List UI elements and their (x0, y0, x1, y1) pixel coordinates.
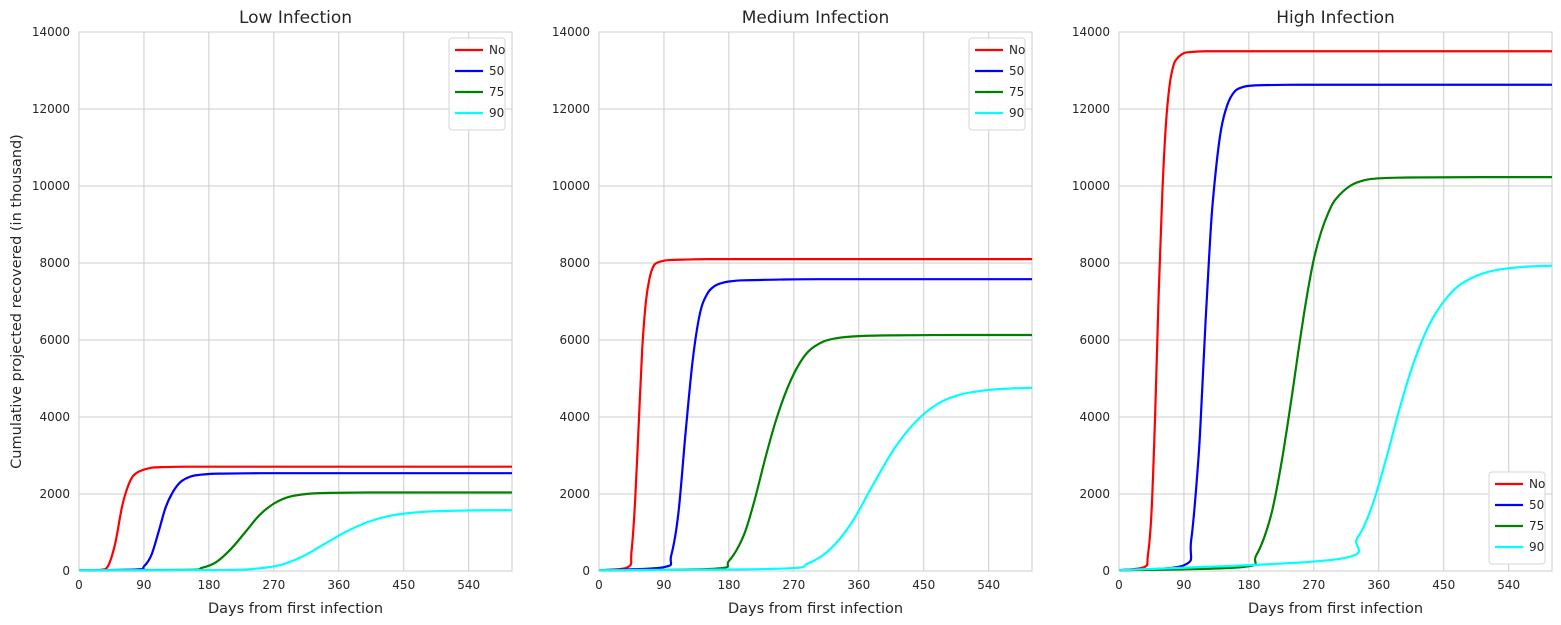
x-tick-label: 450 (1432, 578, 1455, 592)
series-line-No (599, 258, 1032, 572)
grid (78, 31, 512, 572)
y-tick-label: 10000 (32, 179, 70, 193)
legend-label: 50 (1529, 498, 1544, 512)
y-tick-label: 6000 (559, 333, 590, 347)
y-tick-label: 8000 (559, 256, 590, 270)
plot-frame (78, 31, 513, 572)
series-line-50 (1119, 83, 1552, 572)
legend-label: 50 (489, 64, 504, 78)
series-line-No (1119, 50, 1552, 572)
x-tick-label: 90 (136, 578, 151, 592)
series-lines (599, 258, 1032, 572)
grid (1118, 31, 1552, 572)
y-tick-label: 10000 (1072, 179, 1110, 193)
x-tick-label: 540 (977, 578, 1000, 592)
y-tick-label: 4000 (559, 410, 590, 424)
legend-label: 75 (1009, 85, 1024, 99)
x-tick-label: 450 (912, 578, 935, 592)
legend-label: 90 (1529, 540, 1544, 554)
x-tick-label: 90 (656, 578, 671, 592)
x-tick-label: 270 (782, 578, 805, 592)
series-line-90 (1119, 264, 1552, 572)
series-line-75 (1119, 176, 1552, 572)
series-line-75 (599, 333, 1032, 572)
plot-frame (598, 31, 1033, 572)
x-tick-label: 0 (75, 578, 83, 592)
series-line-75 (79, 491, 512, 572)
x-tick-label: 270 (262, 578, 285, 592)
legend: No 50 75 90 (448, 37, 506, 131)
legend-label: No (489, 43, 505, 57)
x-tick-label: 180 (1237, 578, 1260, 592)
series-line-90 (79, 509, 512, 572)
subplot-high-infection: High Infection Days from first infection… (1072, 8, 1553, 617)
subplot-title: High Infection (1276, 8, 1395, 28)
x-tick-label: 180 (717, 578, 740, 592)
x-tick-label: 90 (1176, 578, 1191, 592)
y-tick-label: 14000 (32, 25, 70, 39)
legend-label: 75 (1529, 519, 1544, 533)
subplot-title: Medium Infection (742, 8, 890, 28)
series-line-50 (599, 278, 1032, 572)
series-line-90 (599, 386, 1032, 572)
x-tick-label: 0 (1115, 578, 1123, 592)
y-tick-label: 0 (62, 564, 70, 578)
y-tick-label: 12000 (32, 102, 70, 116)
x-tick-label: 450 (392, 578, 415, 592)
legend-label: No (1529, 477, 1545, 491)
y-tick-label: 8000 (1079, 256, 1110, 270)
legend: No 50 75 90 (1488, 471, 1546, 565)
x-axis-label: Days from first infection (1248, 601, 1423, 617)
subplot-title: Low Infection (239, 8, 352, 28)
legend-frame (1488, 471, 1546, 565)
y-tick-label: 0 (1102, 564, 1110, 578)
y-tick-label: 2000 (39, 487, 70, 501)
y-tick-label: 2000 (559, 487, 590, 501)
x-tick-label: 0 (595, 578, 603, 592)
y-tick-label: 6000 (39, 333, 70, 347)
y-tick-label: 4000 (1079, 410, 1110, 424)
legend-label: No (1009, 43, 1025, 57)
x-tick-label: 360 (847, 578, 870, 592)
series-lines (1119, 50, 1552, 572)
y-tick-label: 14000 (1072, 25, 1110, 39)
x-tick-label: 360 (327, 578, 350, 592)
subplot-medium-infection: Medium Infection Days from first infecti… (552, 8, 1033, 617)
subplot-low-infection: Low Infection Days from first infection … (9, 8, 513, 617)
x-tick-label: 540 (457, 578, 480, 592)
grid (598, 31, 1032, 572)
series-line-No (79, 465, 512, 572)
legend-frame (968, 37, 1026, 131)
x-tick-label: 180 (197, 578, 220, 592)
y-tick-label: 0 (582, 564, 590, 578)
x-tick-label: 540 (1497, 578, 1520, 592)
y-tick-label: 12000 (1072, 102, 1110, 116)
legend-label: 90 (489, 106, 504, 120)
legend-label: 75 (489, 85, 504, 99)
legend: No 50 75 90 (968, 37, 1026, 131)
series-lines (79, 465, 512, 572)
x-tick-label: 270 (1302, 578, 1325, 592)
x-axis-label: Days from first infection (728, 601, 903, 617)
y-tick-label: 6000 (1079, 333, 1110, 347)
plot-frame (1118, 31, 1553, 572)
series-line-50 (79, 472, 512, 572)
y-tick-label: 4000 (39, 410, 70, 424)
legend-label: 90 (1009, 106, 1024, 120)
y-tick-label: 10000 (552, 179, 590, 193)
x-tick-label: 360 (1367, 578, 1390, 592)
legend-frame (448, 37, 506, 131)
y-tick-label: 12000 (552, 102, 590, 116)
y-tick-label: 2000 (1079, 487, 1110, 501)
x-axis-label: Days from first infection (208, 601, 383, 617)
legend-label: 50 (1009, 64, 1024, 78)
y-tick-label: 8000 (39, 256, 70, 270)
y-axis-label: Cumulative projected recovered (in thous… (9, 134, 25, 469)
y-tick-label: 14000 (552, 25, 590, 39)
